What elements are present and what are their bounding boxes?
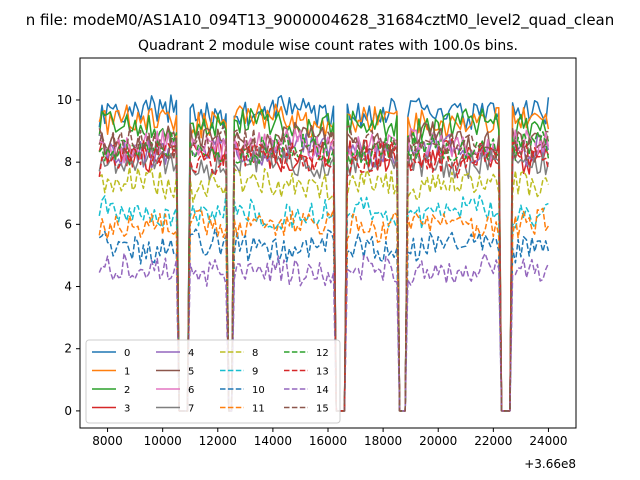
x-tick-label: 18000	[364, 434, 402, 448]
series-line-11	[98, 207, 550, 412]
series-line-1	[98, 102, 550, 412]
legend-label: 14	[316, 385, 329, 396]
x-tick-label: 14000	[254, 434, 292, 448]
x-tick-label: 10000	[144, 434, 182, 448]
x-tick-label: 16000	[309, 434, 347, 448]
legend-label: 8	[252, 348, 258, 359]
y-axis: 0 2 4 6 8 10	[57, 93, 80, 418]
series-layer	[98, 94, 550, 412]
x-offset-label: +3.66e8	[524, 457, 576, 471]
x-tick-label: 8000	[92, 434, 123, 448]
x-tick-label: 24000	[529, 434, 567, 448]
series-line-13	[98, 140, 550, 412]
legend-label: 13	[316, 367, 329, 378]
legend-label: 4	[188, 348, 194, 359]
legend-label: 0	[124, 348, 130, 359]
legend-label: 3	[124, 404, 130, 415]
figure-suptitle: n file: modeM0/AS1A10_094T13_9000004628_…	[26, 11, 615, 30]
series-line-10	[98, 228, 550, 412]
legend-label: 12	[316, 348, 329, 359]
legend-label: 6	[188, 385, 194, 396]
series-line-0	[98, 94, 550, 412]
series-line-8	[98, 166, 550, 412]
y-tick-label: 0	[64, 404, 72, 418]
series-line-12	[98, 131, 550, 412]
legend-label: 5	[188, 367, 194, 378]
legend-label: 1	[124, 367, 130, 378]
legend-label: 9	[252, 367, 258, 378]
x-tick-label: 12000	[199, 434, 237, 448]
y-tick-label: 6	[64, 217, 72, 231]
chart-title: Quadrant 2 module wise count rates with …	[138, 38, 518, 54]
legend-label: 11	[252, 404, 265, 415]
series-line-15	[98, 125, 550, 412]
legend-label: 15	[316, 404, 329, 415]
x-tick-label: 22000	[474, 434, 512, 448]
series-line-14	[98, 252, 550, 412]
legend-label: 7	[188, 404, 194, 415]
x-tick-label: 20000	[419, 434, 457, 448]
y-tick-label: 4	[64, 280, 72, 294]
y-tick-label: 2	[64, 342, 72, 356]
legend-label: 10	[252, 385, 265, 396]
legend-box	[85, 339, 341, 424]
x-axis: 8000 10000 12000 14000 16000 18000 20000 22000 2…	[92, 428, 568, 448]
series-line-9	[98, 193, 549, 412]
y-tick-label: 10	[57, 93, 72, 107]
y-tick-label: 8	[64, 155, 72, 169]
legend-label: 2	[124, 385, 130, 396]
